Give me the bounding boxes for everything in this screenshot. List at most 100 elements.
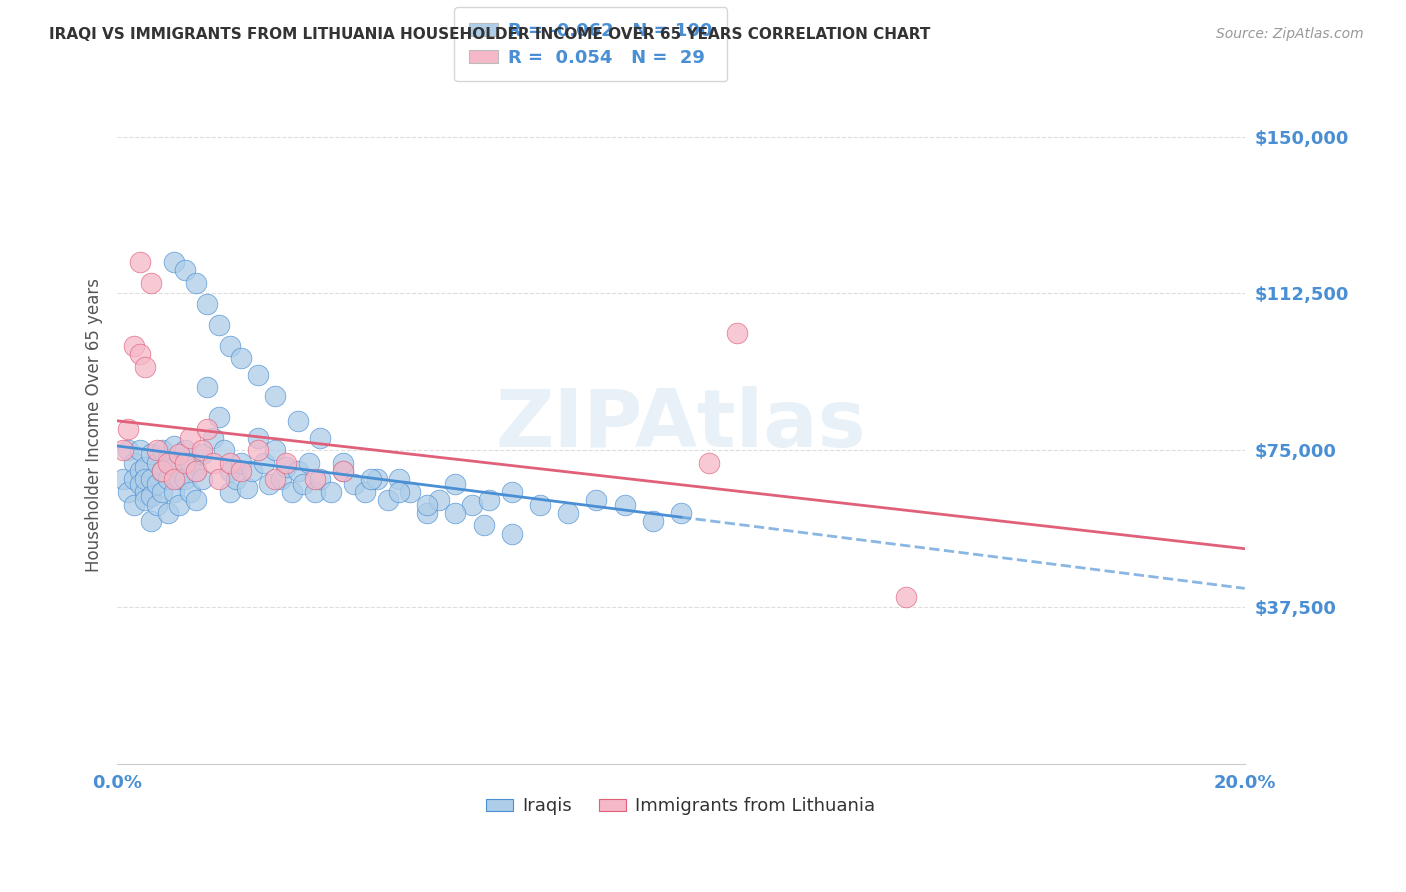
Point xyxy=(162,485,184,500)
Point xyxy=(231,456,253,470)
Point xyxy=(276,456,298,470)
Point xyxy=(321,485,343,500)
Point xyxy=(354,485,377,500)
Point xyxy=(197,380,219,394)
Point xyxy=(122,473,145,487)
Point xyxy=(134,473,156,487)
Point xyxy=(122,456,145,470)
Point xyxy=(669,506,692,520)
Point xyxy=(304,485,326,500)
Point xyxy=(444,506,467,520)
Point xyxy=(287,464,309,478)
Point xyxy=(184,464,207,478)
Point xyxy=(298,456,321,470)
Point xyxy=(557,506,579,520)
Point xyxy=(332,456,354,470)
Point xyxy=(281,485,304,500)
Point xyxy=(139,447,162,461)
Text: ZIPAtlas: ZIPAtlas xyxy=(495,386,866,464)
Point xyxy=(122,498,145,512)
Point xyxy=(145,476,167,491)
Point xyxy=(231,464,253,478)
Point xyxy=(156,451,179,466)
Point xyxy=(122,338,145,352)
Point xyxy=(247,431,270,445)
Point xyxy=(173,263,195,277)
Point xyxy=(259,476,281,491)
Point xyxy=(128,443,150,458)
Point xyxy=(128,347,150,361)
Point xyxy=(162,473,184,487)
Point xyxy=(427,493,450,508)
Point xyxy=(184,464,207,478)
Point xyxy=(501,526,523,541)
Point xyxy=(264,443,287,458)
Point xyxy=(134,485,156,500)
Point xyxy=(270,473,292,487)
Point xyxy=(156,456,179,470)
Point xyxy=(219,464,242,478)
Point xyxy=(896,590,918,604)
Point xyxy=(247,443,270,458)
Point xyxy=(388,485,411,500)
Point xyxy=(173,456,195,470)
Point xyxy=(461,498,484,512)
Point xyxy=(399,485,422,500)
Point xyxy=(208,473,231,487)
Point xyxy=(225,473,247,487)
Point xyxy=(388,473,411,487)
Point xyxy=(292,476,315,491)
Point xyxy=(134,459,156,474)
Point xyxy=(529,498,551,512)
Y-axis label: Householder Income Over 65 years: Householder Income Over 65 years xyxy=(86,278,103,572)
Point xyxy=(139,276,162,290)
Point xyxy=(150,464,173,478)
Point xyxy=(219,485,242,500)
Point xyxy=(585,493,607,508)
Point xyxy=(197,422,219,436)
Point xyxy=(202,456,225,470)
Point xyxy=(332,464,354,478)
Point xyxy=(304,473,326,487)
Point xyxy=(111,443,134,458)
Point xyxy=(162,459,184,474)
Point xyxy=(179,485,201,500)
Point xyxy=(190,443,212,458)
Point xyxy=(139,514,162,528)
Point xyxy=(128,476,150,491)
Point xyxy=(167,473,190,487)
Point xyxy=(264,389,287,403)
Point xyxy=(184,276,207,290)
Text: IRAQI VS IMMIGRANTS FROM LITHUANIA HOUSEHOLDER INCOME OVER 65 YEARS CORRELATION : IRAQI VS IMMIGRANTS FROM LITHUANIA HOUSE… xyxy=(49,27,931,42)
Point xyxy=(416,506,439,520)
Point xyxy=(190,473,212,487)
Point xyxy=(231,351,253,366)
Point xyxy=(332,464,354,478)
Point xyxy=(117,443,139,458)
Point xyxy=(111,473,134,487)
Point xyxy=(139,473,162,487)
Point xyxy=(725,326,748,340)
Point xyxy=(162,439,184,453)
Point xyxy=(167,447,190,461)
Point xyxy=(276,459,298,474)
Point xyxy=(444,476,467,491)
Point xyxy=(501,485,523,500)
Point xyxy=(145,456,167,470)
Point xyxy=(360,473,382,487)
Point xyxy=(478,493,501,508)
Point xyxy=(208,409,231,424)
Point xyxy=(208,318,231,332)
Point xyxy=(184,493,207,508)
Point xyxy=(145,498,167,512)
Point xyxy=(366,473,388,487)
Point xyxy=(179,431,201,445)
Point xyxy=(156,473,179,487)
Point xyxy=(247,368,270,382)
Point xyxy=(150,443,173,458)
Point xyxy=(134,493,156,508)
Point xyxy=(416,498,439,512)
Point xyxy=(253,456,276,470)
Point xyxy=(134,359,156,374)
Point xyxy=(162,255,184,269)
